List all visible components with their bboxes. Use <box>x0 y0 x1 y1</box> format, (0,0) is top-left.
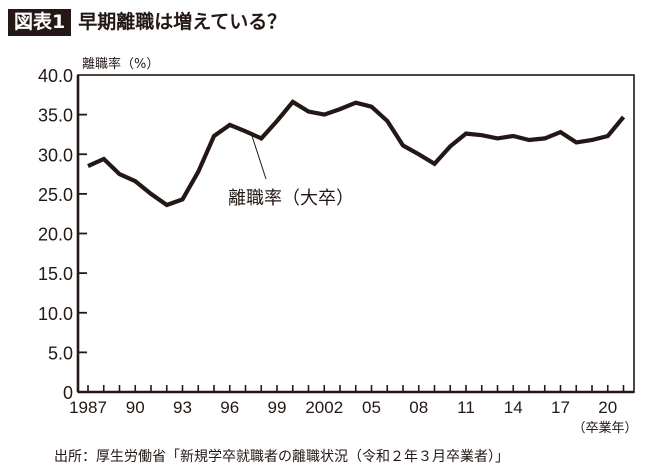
x-tick-label: 96 <box>220 398 239 417</box>
x-tick-label: 08 <box>409 398 428 417</box>
x-tick-label: 1987 <box>69 398 107 417</box>
y-axis-label: 離職率（%） <box>82 56 159 72</box>
y-tick-label: 5.0 <box>48 343 73 363</box>
figure-number-badge: 図表1 <box>8 8 72 36</box>
y-tick-label: 40.0 <box>38 66 73 86</box>
x-tick-label: 99 <box>268 398 287 417</box>
plot-frame <box>77 74 635 393</box>
x-tick-label: 93 <box>173 398 192 417</box>
x-tick-label: 11 <box>457 398 475 417</box>
x-tick-label: 14 <box>504 398 523 417</box>
y-tick-label: 10.0 <box>38 304 73 324</box>
x-tick-label: 90 <box>126 398 145 417</box>
y-tick-label: 30.0 <box>38 145 73 165</box>
x-tick-label: 05 <box>362 398 381 417</box>
y-tick-label: 15.0 <box>38 264 73 284</box>
y-tick-label: 20.0 <box>38 225 73 245</box>
series-annotation-label: 離職率（大卒） <box>228 188 354 209</box>
x-axis-label: （卒業年） <box>572 420 637 436</box>
source-note: 出所：厚生労働省「新規学卒就職者の離職状況（令和２年３月卒業者）」 <box>54 449 509 465</box>
y-tick-label: 0 <box>63 383 73 403</box>
x-tick-label: 20 <box>598 398 617 417</box>
figure-header: 図表1 早期離職は増えている？ <box>8 7 286 37</box>
data-line <box>87 99 626 208</box>
y-tick-label: 25.0 <box>38 185 73 205</box>
x-tick-label: 2002 <box>305 398 343 417</box>
y-tick-label: 35.0 <box>38 106 73 126</box>
x-tick-label: 17 <box>551 398 570 417</box>
figure-title: 早期離職は増えている？ <box>78 11 287 33</box>
annotation-leader-line <box>251 135 267 180</box>
